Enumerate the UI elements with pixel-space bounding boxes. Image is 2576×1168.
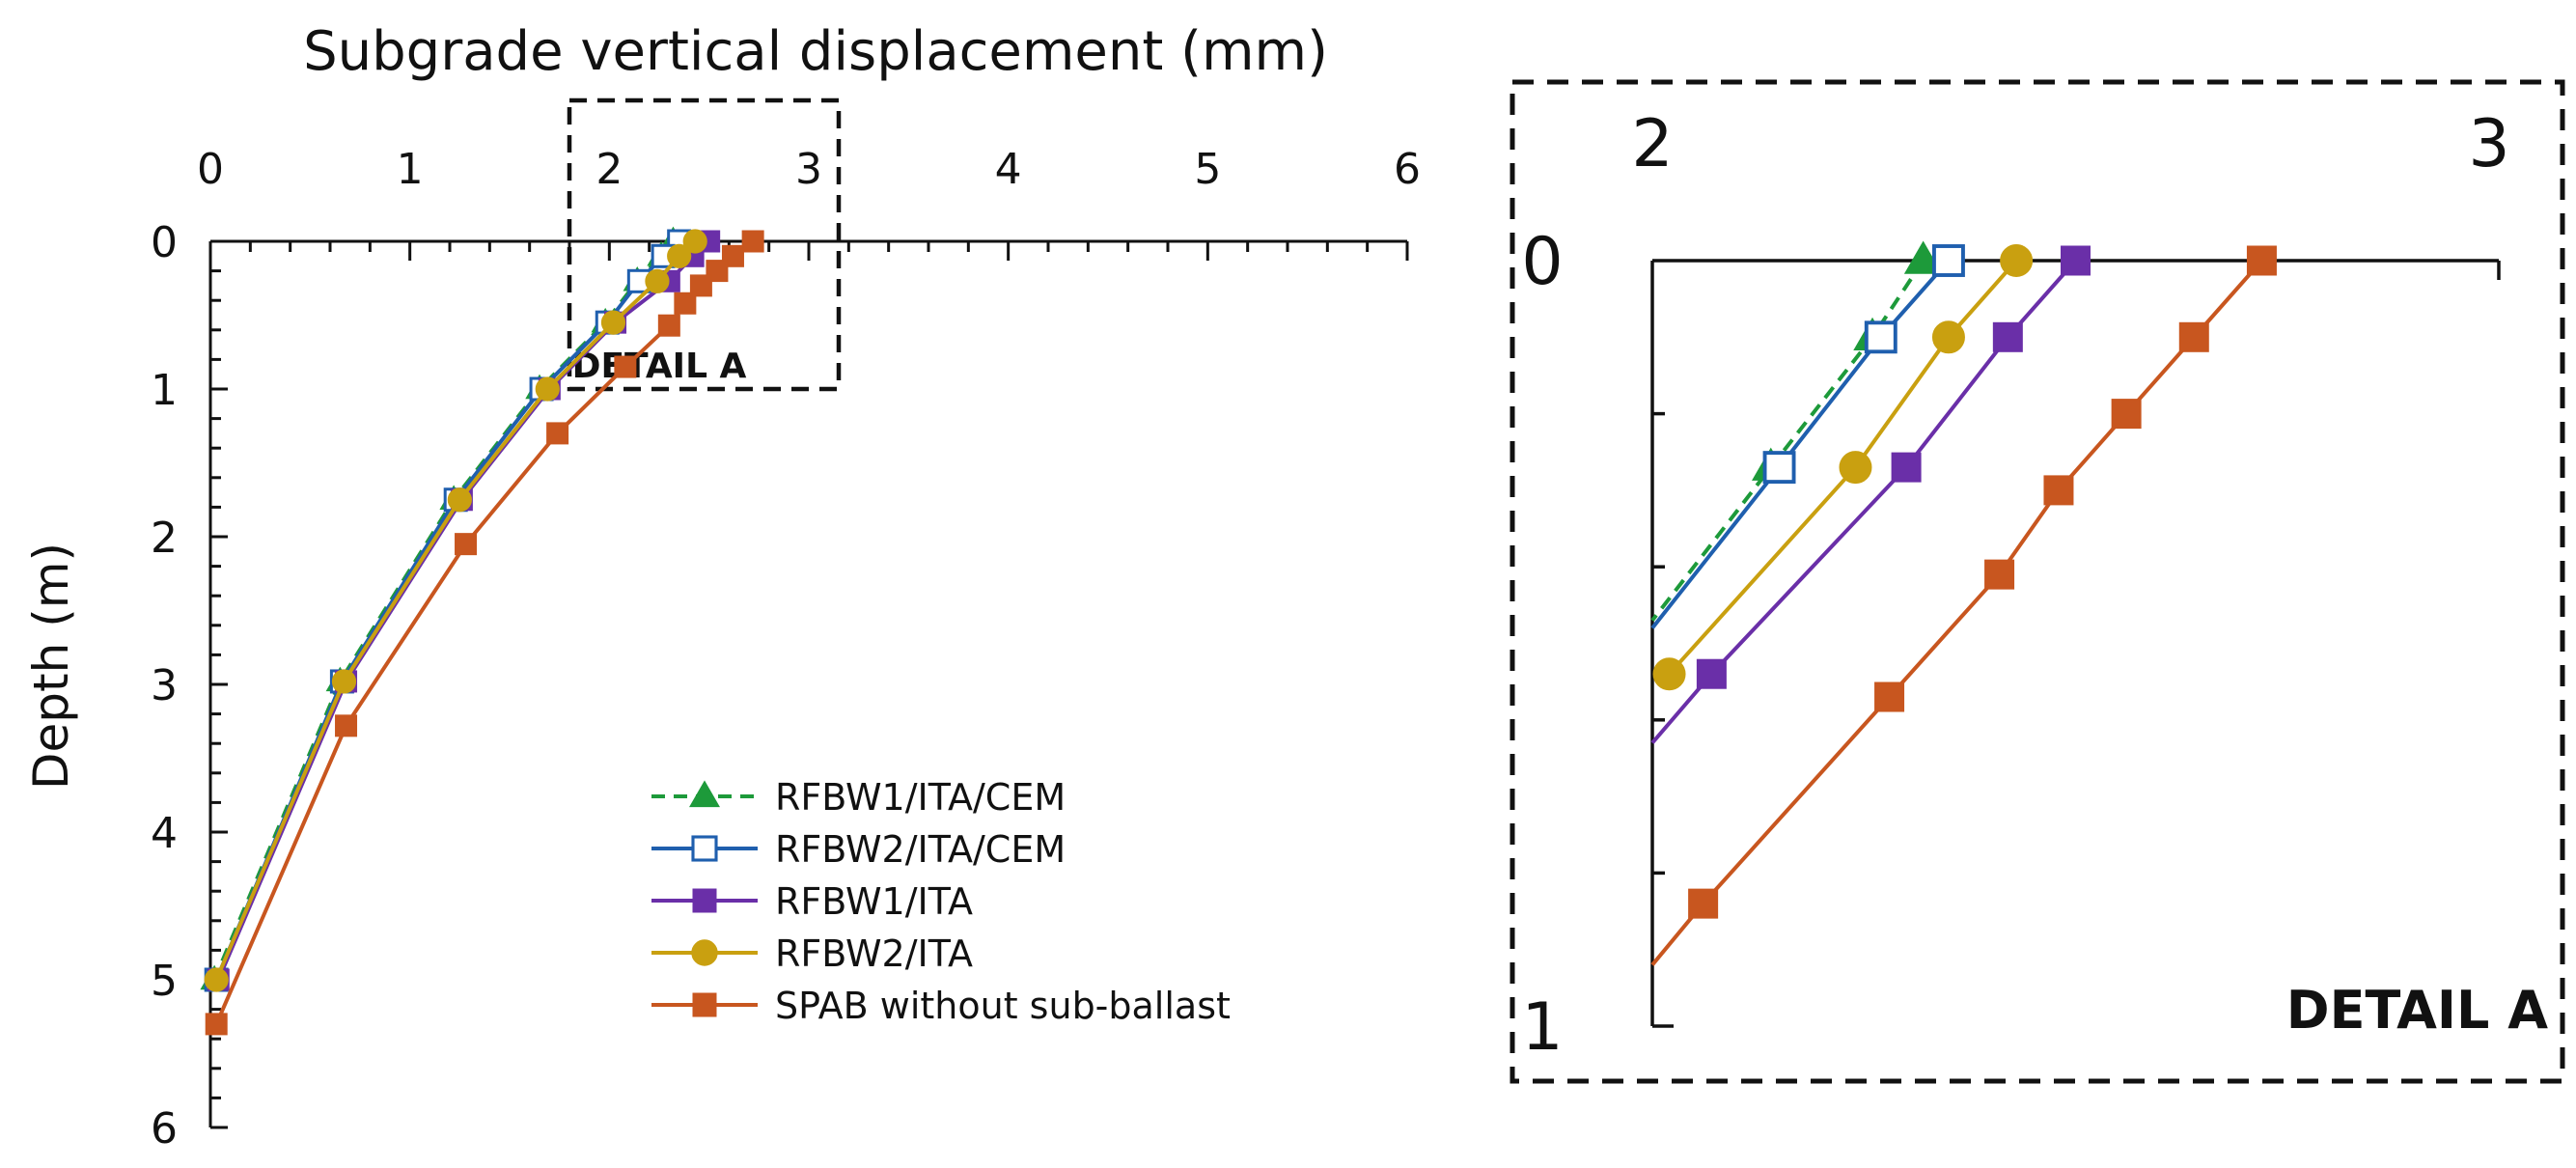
legend-label-rfbw1-ita-cem: RFBW1/ITA/CEM (775, 776, 1066, 819)
detail-a-frame (1510, 79, 2565, 1084)
detail-data-point-spab-without-sub-ballast (1984, 559, 2015, 590)
y-tick-label: 2 (151, 514, 178, 563)
y-tick-label: 1 (151, 366, 178, 415)
detail-series-line-rfbw2-ita (1668, 259, 2018, 676)
data-point-rfbw2-ita (535, 376, 560, 402)
x-tick-label: 0 (197, 145, 224, 194)
data-point-spab-without-sub-ballast (455, 533, 478, 556)
y-tick-label: 3 (151, 661, 178, 710)
data-point-spab-without-sub-ballast (689, 274, 712, 297)
data-point-rfbw2-ita (447, 487, 472, 513)
detail-data-point-spab-without-sub-ballast (2246, 245, 2277, 276)
detail-data-point-rfbw2-ita (2000, 244, 2034, 277)
y-tick-label: 4 (151, 809, 178, 858)
detail-y-tick-label: 1 (1521, 989, 1563, 1066)
detail-data-point-rfbw2-ita-cem (1931, 244, 1965, 277)
x-tick-label: 2 (596, 145, 623, 194)
legend-marker-rfbw2-ita (691, 939, 718, 966)
legend-marker-rfbw2-ita-cem (691, 835, 718, 862)
data-point-rfbw2-ita (667, 243, 692, 268)
legend-marker-rfbw1-ita (692, 888, 717, 913)
data-point-rfbw2-ita (331, 669, 357, 694)
detail-x-tick-label: 3 (2468, 106, 2509, 182)
y-tick-label: 5 (151, 957, 178, 1006)
legend-label-rfbw2-ita: RFBW2/ITA (775, 932, 973, 975)
detail-a-title: DETAIL A (2286, 980, 2548, 1041)
legend-label-spab-without-sub-ballast: SPAB without sub-ballast (775, 985, 1231, 1027)
main-plot-area: 0 1 2 3 4 5 6 0 1 2 3 4 5 6 DETAIL A (151, 97, 1421, 1154)
detail-data-point-rfbw2-ita (1652, 657, 1686, 691)
detail-data-point-rfbw2-ita (1839, 451, 1872, 485)
data-point-spab-without-sub-ballast (657, 314, 680, 337)
x-tick-label: 6 (1394, 145, 1421, 194)
x-tick-label: 1 (397, 145, 424, 194)
detail-data-point-spab-without-sub-ballast (1874, 681, 1905, 712)
detail-a-inset: 2 3 0 1 DETAIL A (1510, 79, 2565, 1084)
detail-series-line-spab-without-sub-ballast (1650, 259, 2263, 966)
x-tick-label: 3 (795, 145, 822, 194)
detail-data-point-rfbw1-ita (1696, 658, 1727, 689)
legend-label-rfbw2-ita-cem: RFBW2/ITA/CEM (775, 828, 1066, 871)
main-chart: Subgrade vertical displacement (mm) 0 1 2 3… (23, 20, 1421, 1154)
main-chart-title: Subgrade vertical displacement (mm) (303, 20, 1328, 83)
detail-data-point-rfbw2-ita-cem (1864, 320, 1897, 354)
detail-y-tick-label: 0 (1521, 224, 1563, 300)
detail-a-label: DETAIL A (572, 347, 747, 386)
detail-data-point-rfbw2-ita-cem (1762, 451, 1796, 485)
x-tick-label: 4 (995, 145, 1022, 194)
legend-marker-spab-without-sub-ballast (692, 992, 717, 1017)
detail-data-point-spab-without-sub-ballast (2111, 399, 2142, 430)
data-point-rfbw2-ita (645, 268, 670, 293)
y-tick-label: 0 (151, 218, 178, 267)
detail-data-point-spab-without-sub-ballast (2043, 475, 2074, 506)
x-tick-label: 5 (1194, 145, 1221, 194)
detail-x-tick-label: 2 (1631, 106, 1673, 182)
data-point-spab-without-sub-ballast (335, 714, 358, 737)
data-point-spab-without-sub-ballast (614, 355, 637, 378)
data-point-rfbw2-ita (204, 967, 229, 992)
detail-series-line-rfbw2-ita-cem (1650, 259, 1951, 629)
data-point-spab-without-sub-ballast (546, 422, 569, 445)
data-point-spab-without-sub-ballast (674, 292, 697, 315)
detail-data-point-rfbw1-ita (2061, 245, 2091, 276)
data-point-rfbw2-ita (682, 229, 707, 254)
legend-marker-rfbw1-ita-cem (689, 780, 720, 808)
detail-plot-area: 2 3 0 1 (1521, 106, 2509, 1066)
y-axis-title: Depth (m) (23, 542, 79, 790)
detail-data-point-rfbw2-ita (1931, 320, 1965, 354)
detail-data-point-rfbw1-ita (1992, 321, 2023, 352)
legend: RFBW1/ITA/CEM RFBW2/ITA/CEM RFBW1/ITA RFBW2… (651, 776, 1231, 1027)
detail-data-point-spab-without-sub-ballast (1688, 888, 1719, 919)
detail-data-point-spab-without-sub-ballast (2178, 321, 2209, 352)
data-point-rfbw2-ita (600, 310, 626, 335)
detail-data-point-rfbw1-ita (1891, 452, 1922, 483)
detail-series-line-rfbw1-ita-cem (1650, 259, 1925, 622)
y-tick-label: 6 (151, 1104, 178, 1154)
data-point-spab-without-sub-ballast (741, 230, 764, 253)
data-point-spab-without-sub-ballast (205, 1013, 228, 1036)
legend-label-rfbw1-ita: RFBW1/ITA (775, 880, 973, 923)
